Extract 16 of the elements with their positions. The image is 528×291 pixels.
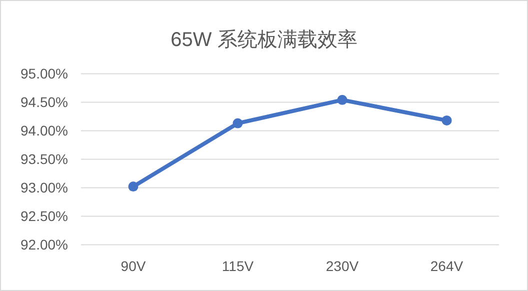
point	[128, 182, 138, 192]
chart-title: 65W 系统板满载效率	[170, 29, 358, 51]
y-tick-label: 94.50%	[20, 94, 68, 110]
x-tick-label: 90V	[120, 258, 146, 274]
y-tick-label: 93.50%	[20, 151, 68, 168]
y-tick-label: 95.00%	[20, 66, 68, 82]
y-tick-label: 94.00%	[20, 122, 68, 139]
point	[442, 115, 452, 126]
y-tick-label: 93.00%	[20, 180, 68, 196]
point	[232, 118, 243, 128]
x-tick-label: 230V	[326, 258, 360, 274]
y-tick-label: 92.00%	[20, 236, 68, 253]
point	[337, 94, 348, 105]
y-tick-label: 92.50%	[20, 208, 68, 224]
x-tick-label: 264V	[430, 258, 464, 274]
x-tick-label: 115V	[222, 258, 254, 274]
